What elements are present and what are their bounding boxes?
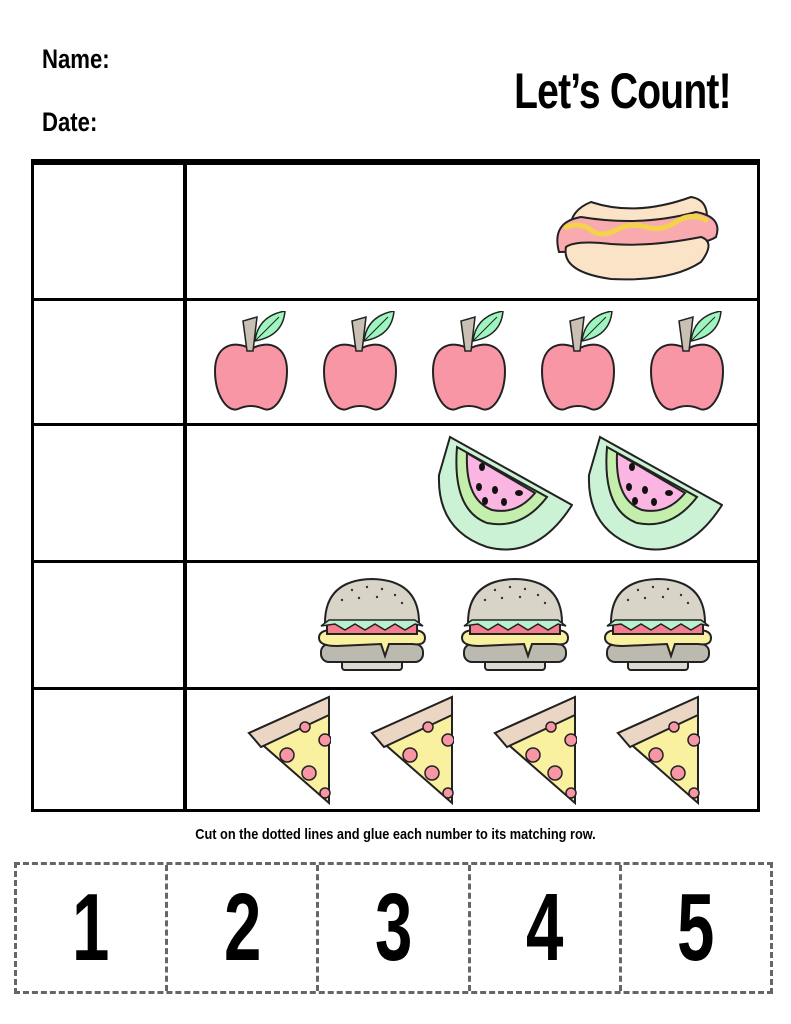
date-label: Date: <box>42 107 98 137</box>
row-apple <box>34 298 757 423</box>
row-burger <box>34 560 757 687</box>
number-2: 2 <box>223 874 261 981</box>
answer-box[interactable] <box>34 165 183 298</box>
number-card-3[interactable]: 3 <box>316 865 467 991</box>
apple-icon <box>213 311 289 413</box>
answer-box[interactable] <box>34 563 183 687</box>
pizza-icon <box>247 695 331 805</box>
number-card-2[interactable]: 2 <box>165 865 316 991</box>
burger-icon <box>317 578 427 672</box>
answer-box[interactable] <box>34 690 183 809</box>
row-pizza <box>34 687 757 809</box>
pizza-icon <box>493 695 577 805</box>
counting-table <box>31 159 760 812</box>
apple-icon <box>649 311 725 413</box>
number-5: 5 <box>677 874 715 981</box>
number-card-5[interactable]: 5 <box>618 865 770 991</box>
pizza-icon <box>370 695 454 805</box>
pizza-icon <box>616 695 700 805</box>
number-4: 4 <box>526 874 564 981</box>
page-title: Let’s Count! <box>514 63 731 119</box>
apple-icon <box>540 311 616 413</box>
watermelon-icon <box>437 435 573 551</box>
name-label: Name: <box>42 44 110 74</box>
answer-box[interactable] <box>34 301 183 423</box>
watermelon-icon <box>587 435 723 551</box>
instruction-text: Cut on the dotted lines and glue each nu… <box>195 826 596 843</box>
apple-icon <box>322 311 398 413</box>
number-cards: 1 2 3 4 5 <box>14 862 773 994</box>
number-card-1[interactable]: 1 <box>17 865 165 991</box>
number-card-4[interactable]: 4 <box>467 865 619 991</box>
row-hot-dog <box>34 162 757 298</box>
burger-icon <box>603 578 713 672</box>
number-1: 1 <box>72 874 110 981</box>
column-divider <box>183 162 187 809</box>
hot-dog-icon <box>551 182 721 282</box>
apple-icon <box>431 311 507 413</box>
number-3: 3 <box>374 874 413 981</box>
row-watermelon <box>34 423 757 560</box>
answer-box[interactable] <box>34 426 183 560</box>
burger-icon <box>460 578 570 672</box>
